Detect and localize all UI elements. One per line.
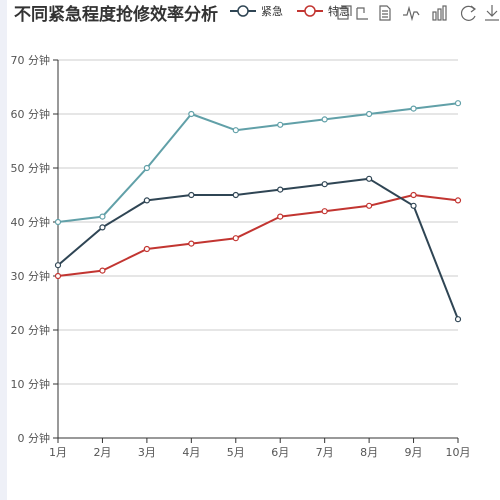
y-tick-label: 10 分钟	[11, 377, 51, 391]
data-point-series-2[interactable]	[321, 116, 328, 123]
data-point-series-1[interactable]	[277, 213, 284, 220]
y-tick-label: 70 分钟	[11, 53, 51, 67]
data-point-series-0[interactable]	[99, 224, 106, 231]
data-point-series-1[interactable]	[410, 191, 417, 199]
data-point-series-1[interactable]	[54, 272, 62, 280]
legend-label-urgent: 紧急	[261, 4, 283, 18]
data-point-series-2[interactable]	[188, 110, 195, 118]
data-view-icon[interactable]	[379, 5, 391, 21]
toolbox	[337, 5, 499, 22]
data-point-series-1[interactable]	[232, 235, 239, 242]
data-point-series-1[interactable]	[321, 208, 328, 215]
page-edge-strip	[0, 0, 7, 500]
axes: 0 分钟 10 分钟 20 分钟 30 分钟 40 分钟 50 分钟 60 分钟 70 分钟 1…	[11, 53, 471, 459]
bar-chart-icon[interactable]	[432, 5, 447, 21]
grid-lines	[58, 59, 458, 385]
chart-title: 不同紧急程度抢修效率分析	[14, 4, 218, 25]
x-tick-label: 10月	[446, 446, 471, 459]
x-tick-label: 3月	[138, 446, 156, 459]
data-point-series-0[interactable]	[188, 191, 195, 199]
y-tick-label: 50 分钟	[11, 161, 51, 175]
data-point-series-2[interactable]	[454, 100, 462, 107]
data-point-series-1[interactable]	[188, 240, 195, 247]
data-point-series-1[interactable]	[454, 197, 462, 204]
series-line-0	[57, 177, 459, 320]
save-as-image-icon[interactable]	[337, 5, 352, 20]
x-tick-label: 6月	[271, 446, 289, 459]
y-tick-label: 40 分钟	[11, 215, 51, 229]
x-tick-label: 1月	[49, 446, 67, 459]
legend-marker-urgent	[237, 5, 249, 17]
x-tick-label: 9月	[405, 446, 423, 459]
x-tick-label: 4月	[182, 446, 200, 459]
data-point-series-2[interactable]	[143, 164, 150, 172]
data-points	[54, 100, 462, 323]
data-point-series-0[interactable]	[366, 175, 373, 182]
data-point-series-0[interactable]	[143, 197, 150, 204]
data-point-series-2[interactable]	[277, 121, 284, 128]
data-point-series-2[interactable]	[232, 127, 239, 134]
x-tick-label: 8月	[360, 446, 378, 459]
data-point-series-0[interactable]	[410, 202, 417, 209]
data-point-series-0[interactable]	[54, 262, 62, 269]
y-tick-label: 30 分钟	[11, 269, 51, 283]
y-tick-label: 0 分钟	[18, 431, 51, 445]
series-line-1	[57, 194, 459, 277]
legend-item-urgent[interactable]: 紧急	[230, 4, 283, 18]
series-lines	[57, 102, 459, 320]
y-tick-label: 60 分钟	[11, 107, 51, 121]
x-tick-label: 5月	[227, 446, 245, 459]
data-point-series-2[interactable]	[54, 218, 62, 226]
refresh-icon[interactable]	[460, 5, 476, 21]
data-point-series-1[interactable]	[99, 267, 106, 274]
data-point-series-1[interactable]	[143, 245, 150, 253]
legend-marker-critical	[304, 5, 316, 17]
y-tick-label: 20 分钟	[11, 323, 51, 337]
data-point-series-2[interactable]	[99, 213, 106, 220]
data-point-series-2[interactable]	[366, 110, 373, 118]
data-point-series-0[interactable]	[232, 191, 239, 199]
download-icon[interactable]	[485, 5, 499, 21]
data-point-series-0[interactable]	[277, 186, 284, 193]
data-point-series-0[interactable]	[454, 316, 462, 323]
data-point-series-0[interactable]	[321, 181, 328, 188]
legend[interactable]: 紧急 特急	[230, 4, 350, 18]
x-tick-label: 7月	[316, 446, 334, 459]
data-point-series-2[interactable]	[410, 105, 417, 112]
restore-icon[interactable]	[356, 7, 368, 20]
data-point-series-1[interactable]	[366, 202, 373, 209]
series-line-2	[57, 102, 459, 223]
line-chart-icon[interactable]	[403, 5, 420, 22]
x-tick-label: 2月	[93, 446, 111, 459]
